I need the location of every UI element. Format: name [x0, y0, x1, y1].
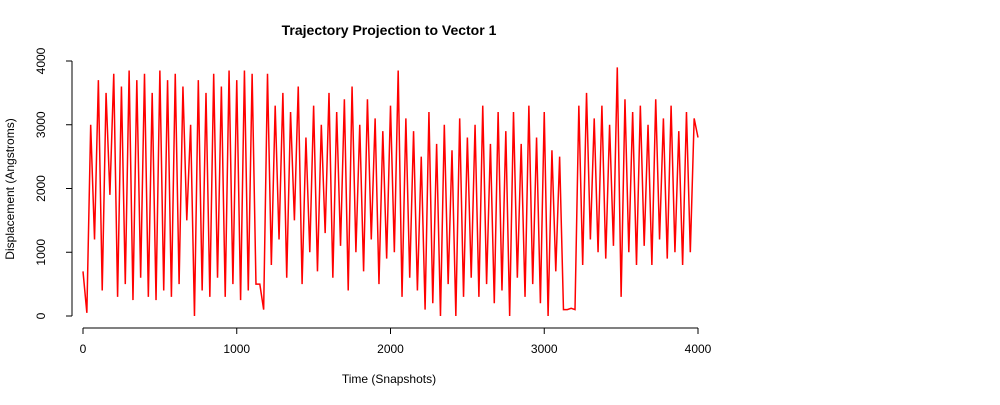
x-tick-label: 1000 [223, 342, 250, 356]
data-line [82, 67, 699, 317]
x-tick-label: 4000 [685, 342, 712, 356]
y-axis-label: Displacement (Angstroms) [3, 118, 17, 259]
y-tick-label: 0 [34, 312, 48, 319]
y-tick-label: 3000 [34, 111, 48, 138]
x-axis-label: Time (Snapshots) [342, 372, 436, 386]
y-tick-label: 4000 [34, 47, 48, 74]
y-tick-label: 2000 [34, 175, 48, 202]
x-tick-label: 3000 [531, 342, 558, 356]
y-tick-label: 1000 [34, 239, 48, 266]
x-tick-label: 2000 [377, 342, 404, 356]
chart-title: Trajectory Projection to Vector 1 [282, 22, 497, 38]
x-tick-label: 0 [80, 342, 87, 356]
